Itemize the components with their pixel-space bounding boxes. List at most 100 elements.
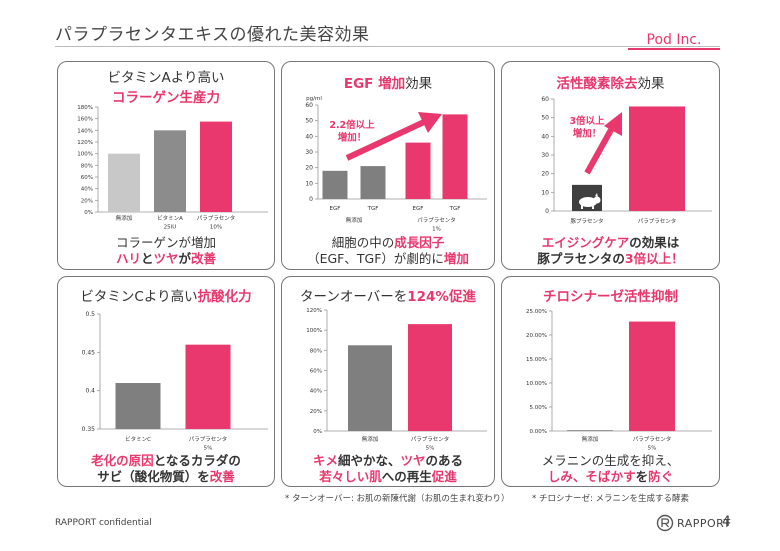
chart-collagen: 0% 20% 40% 60% 80% 100% 120% 140% 160% 180% 無添加 ビタミ…: [77, 105, 268, 231]
caption-highlight: ツヤ: [153, 251, 179, 266]
card-title-text: 効果: [405, 76, 433, 92]
chart-tyrosinase: 0.00% 5.00% 10.00% 15.00% 20.00% 25.00% 無添加 パラプ…: [526, 309, 712, 452]
y-tick-label: 80%: [81, 163, 93, 169]
caption-text: が: [178, 251, 192, 266]
bar: [567, 430, 613, 431]
y-tick-label: 0: [545, 208, 549, 215]
y-tick-label: 40%: [310, 389, 322, 395]
caption-text: 細胞の中の: [331, 235, 395, 250]
caption-text: の効果は: [629, 235, 680, 250]
bar: [348, 345, 392, 431]
y-tick-label: 0.45: [82, 349, 96, 356]
caption-line2: （EGF、TGF）が劇的に増加: [282, 251, 494, 267]
x-tick-label: パラプラセンタ: [197, 214, 236, 222]
card-caption: キメ細やかな、ツヤのある 若々しい肌への再生促進: [282, 453, 494, 485]
y-tick-label: 60: [541, 96, 549, 103]
logo-text: RAPPORT: [677, 516, 731, 530]
rapport-logo-icon: [656, 514, 674, 532]
page-title: パラプラセンタエキスの優れた美容効果: [55, 25, 370, 45]
y-tick-label: 10.00%: [526, 381, 547, 387]
caption-text: のある: [425, 453, 464, 468]
bar: [405, 142, 431, 199]
caption-line2: ハリとツヤが改善: [58, 251, 274, 267]
x-group-label: パラプラセンタ: [417, 216, 456, 224]
increase-arrow-shaft: [345, 119, 426, 161]
caption-text: を: [635, 469, 649, 484]
bar: [115, 383, 161, 429]
caption-highlight: ツヤ: [400, 453, 426, 468]
chart-turnover: 0% 20% 40% 60% 80% 100% 120% 無添加 パラプラセンタ 5%: [306, 308, 487, 452]
caption-line1: 老化の原因となるカラダの: [58, 453, 274, 469]
title-divider: [55, 46, 720, 47]
card-title-text: ビタミンCより高い: [80, 289, 198, 305]
y-tick-label: 40: [305, 133, 313, 140]
y-tick-label: 20: [541, 171, 549, 178]
caption-text: サビ（酸化物質）を: [97, 469, 210, 484]
card-title: ターンオーバーを124%促進: [282, 285, 494, 305]
x-tick-label: ビタミンC: [125, 435, 151, 443]
caption-highlight: 3倍以上！: [624, 251, 684, 266]
y-tick-label: 60%: [81, 175, 93, 181]
annotation-label: 増加！: [338, 132, 367, 144]
y-tick-label: 160%: [77, 117, 93, 123]
y-tick-label: 0.35: [82, 426, 96, 433]
caption-text: 豚プラセンタの: [537, 251, 625, 266]
y-tick-label: 25.00%: [526, 309, 547, 315]
caption-highlight: 成長因子: [394, 235, 445, 250]
card-collagen: ビタミンAより高い コラーゲン生産力 0% 20% 40% 60% 80% 100% 120…: [57, 61, 275, 270]
caption-text: への再生: [381, 469, 432, 484]
bar: [442, 114, 468, 199]
card-title-line1: ビタミンAより高い: [107, 70, 225, 86]
caption-highlight: 改善: [191, 251, 217, 266]
y-tick-label: 180%: [77, 105, 93, 111]
caption-highlight: 防ぐ: [648, 469, 674, 484]
card-title-highlight: 124%促進: [407, 289, 476, 305]
x-tick-label: 豚プラセンタ: [570, 217, 603, 225]
company-name: Pod Inc.: [628, 32, 720, 50]
x-tick-label: パラプラセンタ: [411, 435, 450, 443]
caption-line1: エイジングケアの効果は: [502, 235, 719, 251]
y-tick-label: 20%: [81, 198, 93, 204]
x-tick-label: パラプラセンタ: [189, 435, 228, 443]
caption-line1: メラニンの生成を抑え、: [541, 453, 680, 468]
caption-line1: 細胞の中の成長因子: [282, 235, 494, 251]
y-tick-label: 50: [305, 118, 313, 125]
x-tick-label: 10%: [210, 225, 222, 231]
caption-line2: サビ（酸化物質）を改善: [58, 469, 274, 485]
y-tick-label: 40: [541, 133, 549, 140]
increase-arrow-shaft: [584, 126, 615, 175]
y-tick-label: 0.4: [85, 388, 95, 395]
caption-line1: キメ細やかな、ツヤのある: [282, 453, 494, 469]
card-title: ビタミンAより高い コラーゲン生産力: [58, 66, 274, 106]
y-tick-label: 30: [541, 152, 549, 159]
y-tick-label: 120%: [77, 140, 93, 146]
card-title-text: 効果: [637, 76, 665, 92]
x-tick-label: 25IU: [164, 225, 177, 231]
x-tick-label: 5%: [648, 446, 657, 452]
bar: [408, 324, 452, 431]
y-tick-label: 120%: [306, 308, 322, 314]
caption-line1: コラーゲンが増加: [115, 235, 216, 250]
caption-text: 細やかな、: [337, 453, 401, 468]
caption-line2: 豚プラセンタの3倍以上！: [502, 251, 719, 267]
card-caption: コラーゲンが増加 ハリとツヤが改善: [58, 235, 274, 267]
footnote-tyrosinase: * チロシナーゼ: メラニンを生成する酵素: [532, 494, 690, 504]
card-title: チロシナーゼ活性抑制: [502, 285, 719, 305]
caption-line2: しみ、そばかすを防ぐ: [502, 469, 719, 485]
bar: [360, 166, 386, 199]
y-tick-label: 0.5: [85, 311, 95, 318]
x-tick-label: パラプラセンタ: [638, 217, 677, 225]
card-title: ビタミンCより高い抗酸化力: [58, 285, 274, 305]
x-tick-label: 5%: [426, 446, 435, 452]
page-number: 4: [722, 514, 731, 530]
x-tick-label: EGF: [330, 206, 341, 212]
caption-highlight: 改善: [209, 469, 235, 484]
y-tick-label: 50: [541, 115, 549, 122]
bar: [185, 344, 231, 429]
y-tick-label: 10: [541, 189, 549, 196]
increase-arrow-head: [418, 112, 442, 133]
y-tick-label: 100%: [77, 152, 93, 158]
x-tick-label: 5%: [204, 446, 213, 451]
x-tick-label: EGF: [413, 206, 424, 212]
y-tick-label: 5.00%: [530, 405, 547, 411]
